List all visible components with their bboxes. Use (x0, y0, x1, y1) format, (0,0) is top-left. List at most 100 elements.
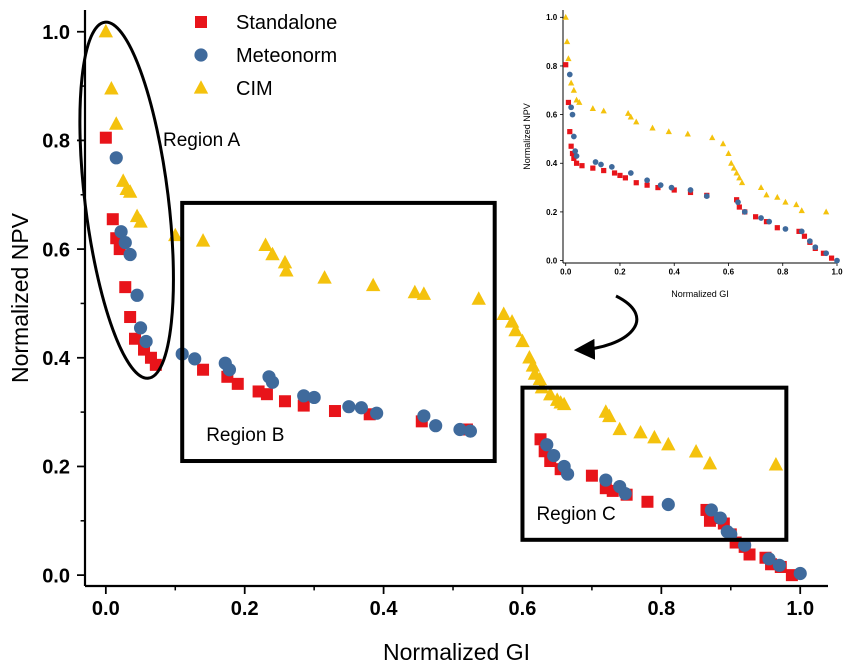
standalone-point (124, 311, 137, 324)
meteonorm-point (599, 473, 613, 487)
standalone-point (328, 405, 341, 418)
cim-point (195, 233, 211, 247)
inset-meteonorm-point (741, 209, 748, 215)
inset-standalone-point (753, 214, 759, 220)
meteonorm-point (661, 497, 675, 512)
meteonorm-point (354, 401, 368, 415)
inset-meteonorm-point (823, 250, 830, 257)
meteonorm-point (772, 558, 786, 572)
inset-standalone-point (736, 204, 742, 210)
inset-cim-point (684, 130, 691, 137)
legend-cim-marker (193, 80, 209, 94)
inset-standalone-point (590, 165, 596, 171)
inset-y-axis-label: Normalized NPV (522, 103, 532, 170)
meteonorm-point (307, 390, 321, 405)
inset-meteonorm-point (812, 244, 819, 251)
inset-meteonorm-point (668, 184, 675, 191)
inset-cim-point (565, 55, 572, 62)
inset-meteonorm-point (568, 104, 574, 111)
meteonorm-point (618, 487, 632, 501)
inset-cim-point (782, 198, 789, 205)
meteonorm-point (123, 247, 137, 262)
cim-point (525, 358, 541, 372)
inset-cim-point (589, 105, 596, 111)
inset-y-tick-label: 1.0 (546, 13, 558, 22)
inset-cim-point (738, 179, 746, 186)
inset-standalone-point (563, 62, 569, 68)
cim-point (365, 277, 381, 292)
cim-point (647, 429, 662, 444)
y-axis-label: Normalized NPV (7, 212, 33, 383)
inset-meteonorm-point (569, 111, 576, 118)
inset-meteonorm-point (627, 170, 634, 176)
inset-standalone-point (568, 143, 574, 149)
inset-meteonorm-point (566, 71, 573, 78)
inset-meteonorm-point (798, 228, 805, 235)
inset-cim-point (570, 86, 577, 93)
cim-point (532, 371, 548, 386)
meteonorm-point (463, 424, 477, 438)
inset-meteonorm-point (573, 153, 580, 159)
inset-standalone-point (565, 99, 572, 106)
standalone-point (297, 399, 310, 412)
inset-standalone-point (671, 187, 677, 193)
inset-meteonorm-point (766, 218, 773, 225)
meteonorm-point (188, 352, 202, 366)
inset-standalone-point (801, 233, 808, 239)
inset-cim-point (725, 150, 732, 156)
legend-standalone-label: Standalone (236, 12, 337, 34)
inset-x-tick-label: 0.0 (560, 267, 572, 276)
main-scatter-plot: 0.0 0.2 0.4 0.6 0.8 1.0 0.0 0.2 0.4 0.6 0.8 1.0 Norm… (7, 10, 828, 665)
inset-standalone-point (633, 180, 639, 186)
inset-cim-point (649, 124, 656, 131)
inset-meteonorm-point (687, 187, 694, 193)
standalone-point (128, 332, 141, 345)
region-c-label: Region C (536, 504, 615, 525)
inset-x-tick-label: 0.2 (614, 267, 626, 276)
inset-cim-point (633, 118, 640, 125)
inset-y-tick-label: 0.2 (546, 208, 558, 217)
region-a-ellipse (78, 20, 175, 380)
standalone-point (119, 281, 132, 294)
inset-y-tick-label: 0.8 (546, 62, 558, 71)
inset-series-standalone (563, 62, 835, 261)
meteonorm-point (342, 400, 356, 414)
inset-x-axis-label: Normalized GI (671, 289, 729, 299)
y-tick-label: 0.6 (42, 239, 70, 261)
legend-meteonorm-label: Meteonorm (236, 45, 337, 67)
cim-point (688, 443, 704, 458)
inset-meteonorm-point (782, 226, 789, 232)
region-b-label: Region B (206, 425, 284, 446)
meteonorm-point (297, 389, 311, 403)
x-axis-label: Normalized GI (383, 639, 530, 665)
cim-point (407, 284, 423, 299)
inset-cim-point (793, 201, 800, 208)
inset-cim-point (774, 193, 781, 200)
inset-meteonorm-point (834, 257, 840, 264)
meteonorm-point (109, 151, 123, 165)
inset-x-tick-label: 1.0 (831, 267, 843, 276)
cim-point (496, 306, 511, 320)
y-tick-label: 0.8 (42, 131, 70, 153)
region-a-label: Region A (163, 130, 240, 151)
cim-point (508, 322, 523, 337)
inset-cim-point (823, 208, 830, 215)
meteonorm-point (762, 552, 776, 566)
cim-point (109, 116, 124, 130)
legend: Standalone Meteonorm CIM (193, 12, 337, 100)
standalone-point (106, 213, 119, 226)
cim-point (265, 246, 280, 261)
x-tick-label: 0.0 (92, 598, 120, 620)
meteonorm-point (547, 448, 561, 463)
cim-point (661, 436, 676, 451)
meteonorm-point (793, 566, 807, 581)
y-tick-label: 0.2 (42, 457, 70, 479)
y-tick-label: 1.0 (42, 22, 70, 44)
inset-standalone-point (611, 170, 618, 176)
cim-point (515, 333, 530, 348)
inset-standalone-point (828, 255, 835, 261)
inset-standalone-point (569, 150, 576, 157)
inset-cim-point (736, 174, 743, 181)
x-tick-label: 0.8 (647, 598, 675, 620)
